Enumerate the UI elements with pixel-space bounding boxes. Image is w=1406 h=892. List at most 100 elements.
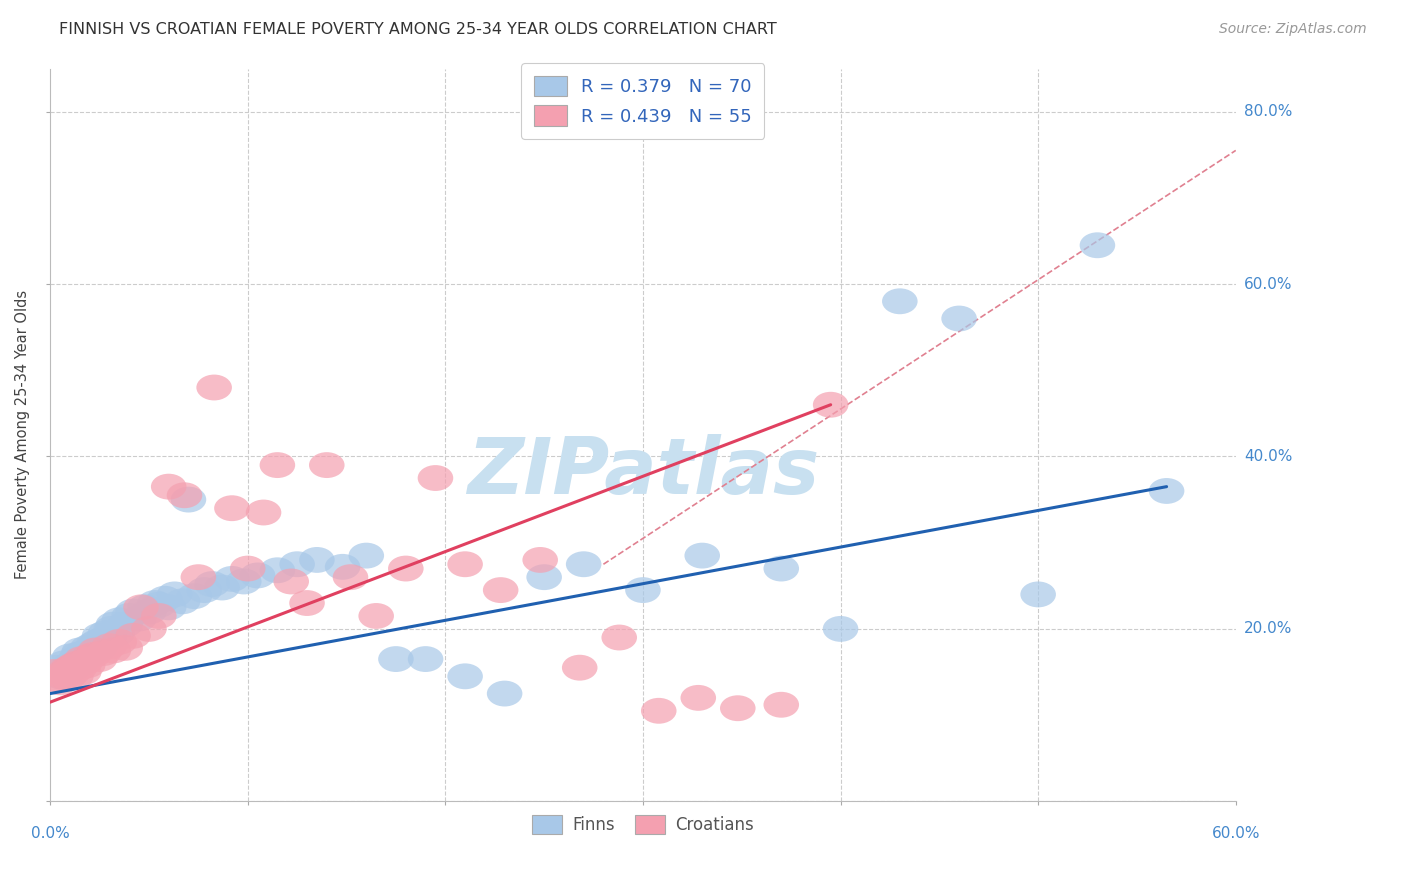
Ellipse shape (91, 624, 127, 650)
Ellipse shape (240, 563, 276, 589)
Ellipse shape (91, 633, 127, 659)
Ellipse shape (115, 623, 150, 648)
Ellipse shape (75, 638, 110, 664)
Ellipse shape (763, 692, 799, 718)
Ellipse shape (378, 646, 413, 672)
Ellipse shape (53, 661, 90, 687)
Ellipse shape (70, 652, 105, 678)
Ellipse shape (280, 551, 315, 577)
Ellipse shape (66, 659, 101, 685)
Ellipse shape (148, 586, 183, 612)
Ellipse shape (602, 624, 637, 650)
Ellipse shape (447, 551, 482, 577)
Ellipse shape (46, 650, 82, 676)
Ellipse shape (1149, 478, 1184, 504)
Ellipse shape (685, 542, 720, 568)
Ellipse shape (942, 306, 977, 332)
Ellipse shape (165, 589, 200, 615)
Ellipse shape (141, 591, 177, 617)
Ellipse shape (121, 606, 157, 632)
Ellipse shape (197, 375, 232, 401)
Ellipse shape (56, 655, 91, 681)
Ellipse shape (813, 392, 848, 417)
Ellipse shape (170, 487, 207, 513)
Ellipse shape (94, 616, 129, 642)
Ellipse shape (52, 643, 87, 669)
Ellipse shape (349, 542, 384, 568)
Text: 20.0%: 20.0% (1244, 622, 1292, 636)
Ellipse shape (388, 556, 423, 582)
Ellipse shape (418, 465, 453, 491)
Ellipse shape (107, 635, 143, 661)
Ellipse shape (77, 633, 114, 659)
Ellipse shape (562, 655, 598, 681)
Ellipse shape (214, 566, 250, 591)
Ellipse shape (136, 591, 173, 616)
Ellipse shape (76, 642, 111, 668)
Ellipse shape (67, 648, 104, 674)
Ellipse shape (290, 591, 325, 616)
Ellipse shape (62, 638, 97, 664)
Ellipse shape (187, 577, 222, 603)
Ellipse shape (150, 594, 187, 620)
Ellipse shape (131, 599, 167, 624)
Ellipse shape (127, 594, 163, 620)
Text: Source: ZipAtlas.com: Source: ZipAtlas.com (1219, 22, 1367, 37)
Ellipse shape (408, 646, 443, 672)
Ellipse shape (37, 659, 72, 685)
Ellipse shape (42, 664, 77, 690)
Ellipse shape (107, 612, 143, 638)
Ellipse shape (41, 666, 76, 692)
Ellipse shape (67, 643, 104, 669)
Ellipse shape (77, 638, 114, 664)
Ellipse shape (359, 603, 394, 629)
Ellipse shape (82, 635, 117, 661)
Ellipse shape (526, 565, 562, 591)
Y-axis label: Female Poverty Among 25-34 Year Olds: Female Poverty Among 25-34 Year Olds (15, 291, 30, 580)
Text: 60.0%: 60.0% (1212, 826, 1260, 841)
Ellipse shape (763, 556, 799, 582)
Ellipse shape (70, 635, 105, 661)
Ellipse shape (309, 452, 344, 478)
Ellipse shape (60, 642, 96, 668)
Ellipse shape (124, 594, 159, 620)
Ellipse shape (52, 652, 87, 678)
Ellipse shape (46, 661, 82, 687)
Ellipse shape (246, 500, 281, 525)
Ellipse shape (38, 655, 75, 681)
Ellipse shape (48, 657, 84, 683)
Ellipse shape (63, 646, 100, 672)
Ellipse shape (62, 655, 97, 681)
Ellipse shape (681, 685, 716, 711)
Ellipse shape (101, 607, 136, 633)
Ellipse shape (226, 568, 262, 594)
Text: 40.0%: 40.0% (1244, 449, 1292, 464)
Ellipse shape (131, 616, 167, 642)
Ellipse shape (167, 483, 202, 508)
Ellipse shape (260, 452, 295, 478)
Ellipse shape (82, 646, 117, 672)
Ellipse shape (141, 603, 177, 629)
Ellipse shape (111, 603, 148, 629)
Ellipse shape (231, 556, 266, 582)
Ellipse shape (56, 652, 91, 678)
Text: 60.0%: 60.0% (1244, 277, 1292, 292)
Ellipse shape (482, 577, 519, 603)
Ellipse shape (447, 664, 482, 690)
Ellipse shape (62, 650, 97, 676)
Ellipse shape (82, 623, 117, 648)
Ellipse shape (86, 626, 121, 652)
Ellipse shape (80, 629, 115, 655)
Ellipse shape (523, 547, 558, 573)
Ellipse shape (87, 620, 124, 646)
Ellipse shape (96, 638, 131, 664)
Ellipse shape (260, 558, 295, 583)
Ellipse shape (48, 661, 84, 687)
Legend: Finns, Croatians: Finns, Croatians (526, 808, 761, 840)
Ellipse shape (486, 681, 523, 706)
Ellipse shape (96, 612, 131, 638)
Ellipse shape (72, 643, 107, 669)
Ellipse shape (66, 640, 101, 666)
Text: FINNISH VS CROATIAN FEMALE POVERTY AMONG 25-34 YEAR OLDS CORRELATION CHART: FINNISH VS CROATIAN FEMALE POVERTY AMONG… (59, 22, 776, 37)
Ellipse shape (626, 577, 661, 603)
